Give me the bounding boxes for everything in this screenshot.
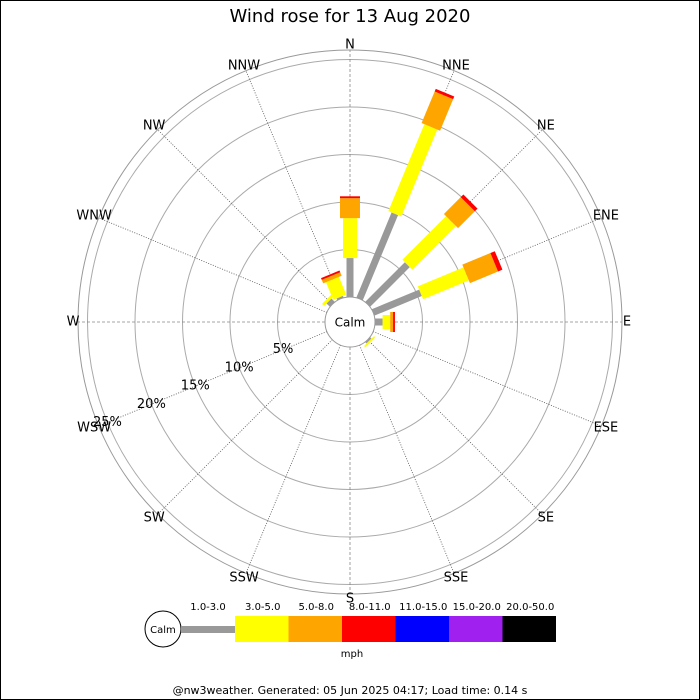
- bar-segment: [434, 88, 455, 100]
- direction-label: E: [623, 315, 631, 330]
- direction-label: NNW: [228, 59, 260, 74]
- direction-label: SE: [538, 510, 554, 525]
- legend-label: 1.0-3.0: [190, 602, 225, 613]
- legend-label: 20.0-50.0: [506, 602, 554, 613]
- direction-bar: [321, 293, 335, 307]
- direction-bar: [371, 251, 503, 316]
- bar-segment: [340, 196, 360, 199]
- r-tick-label: 10%: [225, 360, 254, 375]
- direction-label: SW: [144, 510, 165, 525]
- bar-segment: [402, 216, 456, 270]
- legend-label: 3.0-5.0: [245, 602, 280, 613]
- calm-label: Calm: [335, 316, 366, 330]
- legend-swatch: [342, 616, 396, 642]
- spoke: [245, 344, 341, 574]
- bar-segment: [321, 272, 342, 284]
- direction-label: WNW: [76, 208, 112, 223]
- legend-swatch: [395, 616, 449, 642]
- direction-bar: [321, 270, 347, 301]
- bar-segment: [374, 318, 383, 326]
- bar-segment: [490, 251, 503, 272]
- spoke: [245, 70, 341, 300]
- direction-bar: [356, 88, 455, 301]
- bar-segment: [382, 315, 391, 329]
- spoke: [367, 339, 543, 515]
- bar-segment: [393, 312, 395, 332]
- bar-segment: [336, 295, 344, 301]
- bar-segment: [340, 198, 360, 219]
- legend-label: 5.0-8.0: [299, 602, 334, 613]
- spoke: [367, 129, 543, 305]
- bar-segment: [343, 218, 357, 259]
- direction-label: NNE: [442, 59, 470, 74]
- direction-label: ESE: [594, 421, 619, 436]
- direction-label: NW: [143, 119, 166, 134]
- direction-bar: [340, 196, 360, 297]
- r-tick-label: 25%: [93, 415, 122, 430]
- bar-segment: [417, 267, 469, 300]
- direction-label: WSW: [77, 421, 111, 436]
- bar-segment: [388, 124, 438, 217]
- spoke: [98, 331, 328, 427]
- r-tick-label: 5%: [273, 342, 294, 357]
- bar-segment: [390, 312, 394, 332]
- legend-label: 11.0-15.0: [399, 602, 447, 613]
- legend-label: 15.0-20.0: [453, 602, 501, 613]
- spoke: [372, 331, 602, 427]
- bar-segment: [462, 253, 499, 284]
- bar-segment: [346, 258, 354, 297]
- direction-label: NE: [537, 119, 555, 134]
- bar-segment: [364, 336, 376, 348]
- direction-bar: [364, 336, 376, 348]
- direction-label: N: [345, 38, 355, 53]
- footer: @nw3weather. Generated: 05 Jun 2025 04:1…: [173, 684, 528, 697]
- bar-segment: [321, 293, 334, 306]
- legend-swatch: [288, 616, 342, 642]
- direction-label: W: [67, 315, 80, 330]
- bar-segment: [321, 270, 341, 280]
- r-tick-label: 20%: [137, 397, 166, 412]
- spoke: [157, 339, 333, 515]
- legend-swatch: [181, 626, 235, 633]
- bar-segment: [365, 262, 410, 307]
- direction-label: SSW: [229, 570, 259, 585]
- bar-segment: [365, 337, 372, 344]
- calm-circle: [324, 296, 376, 348]
- legend-swatch: [502, 616, 556, 642]
- spoke: [359, 344, 455, 574]
- r-tick-label: 15%: [181, 379, 210, 394]
- direction-bar: [365, 194, 478, 307]
- direction-label: SSE: [444, 570, 469, 585]
- chart-title: Wind rose for 13 Aug 2020: [230, 6, 471, 27]
- bar-segment: [460, 194, 478, 212]
- spoke: [98, 217, 328, 313]
- bar-segment: [325, 276, 347, 300]
- bar-segment: [443, 197, 475, 229]
- legend-swatch: [449, 616, 503, 642]
- direction-label: ENE: [593, 208, 619, 223]
- legend-label: 8.0-11.0: [349, 602, 391, 613]
- bar-segment: [326, 298, 335, 307]
- spoke: [157, 129, 333, 305]
- direction-bar: [374, 312, 395, 332]
- bar-segment: [356, 212, 399, 301]
- bar-segment: [421, 91, 454, 131]
- legend-calm-label: Calm: [150, 625, 176, 636]
- unit-label: mph: [341, 649, 363, 660]
- legend-swatch: [235, 616, 289, 642]
- bar-segment: [371, 289, 422, 316]
- direction-label: S: [346, 592, 354, 607]
